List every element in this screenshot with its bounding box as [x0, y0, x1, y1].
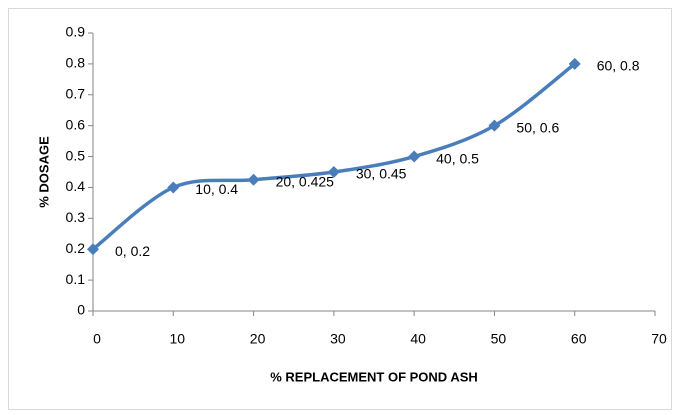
x-tick-label: 70	[651, 331, 667, 347]
x-tick-label: 0	[93, 331, 101, 347]
data-label: 50, 0.6	[516, 119, 559, 135]
y-tick-label: 0.6	[66, 116, 86, 132]
data-point	[247, 173, 260, 186]
data-label: 40, 0.5	[436, 150, 479, 166]
data-point	[568, 57, 581, 70]
y-tick-label: 0.2	[66, 240, 86, 256]
y-tick-label: 0.4	[66, 178, 86, 194]
data-label: 30, 0.45	[356, 166, 407, 182]
y-tick-label: 0.5	[66, 147, 86, 163]
data-label: 60, 0.8	[597, 58, 640, 74]
data-point	[327, 166, 340, 178]
x-axis-title: % REPLACEMENT OF POND ASH	[270, 369, 478, 384]
x-tick-label: 60	[571, 331, 587, 347]
data-point	[488, 119, 501, 132]
chart-border	[8, 8, 672, 410]
x-tick-label: 10	[169, 331, 185, 347]
x-tick-label: 50	[491, 331, 507, 347]
data-point	[87, 243, 99, 256]
data-point	[408, 150, 421, 163]
data-label: 10, 0.4	[195, 181, 238, 197]
y-tick-label: 0	[77, 302, 85, 318]
data-label: 20, 0.425	[276, 173, 335, 189]
y-tick-label: 0.8	[66, 55, 86, 71]
data-point	[167, 181, 180, 194]
x-tick-label: 30	[330, 331, 346, 347]
y-tick-label: 0.9	[66, 24, 86, 40]
data-label: 0, 0.2	[115, 243, 150, 259]
x-tick-label: 20	[250, 331, 266, 347]
y-tick-label: 0.3	[66, 209, 86, 225]
x-tick-label: 40	[410, 331, 426, 347]
y-tick-label: 0.1	[66, 271, 86, 287]
y-axis-title: % DOSAGE	[36, 136, 51, 208]
y-tick-label: 0.7	[66, 85, 86, 101]
